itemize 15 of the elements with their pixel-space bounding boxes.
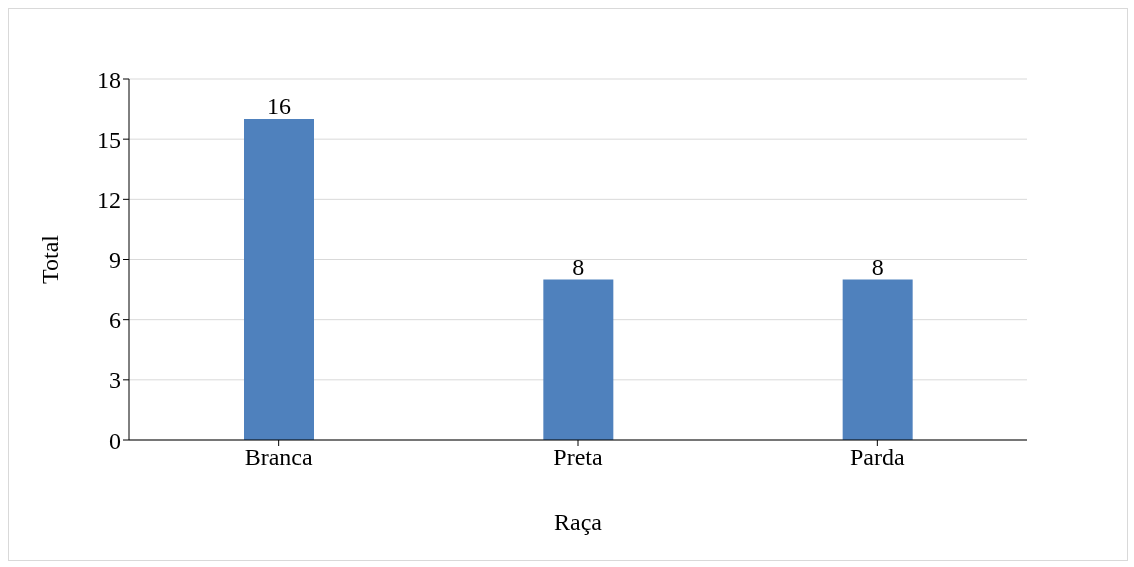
y-tick-label: 6	[109, 307, 121, 334]
y-axis-title: Total	[36, 234, 63, 284]
data-label: 8	[572, 253, 585, 280]
data-label: 16	[267, 93, 291, 120]
x-tick-label: Preta	[553, 444, 603, 471]
y-tick-label: 9	[109, 247, 121, 274]
x-tick-label: Branca	[244, 444, 313, 471]
y-tick-label: 0	[109, 427, 121, 454]
y-tick-label: 18	[97, 66, 121, 93]
y-tick-label: 3	[109, 367, 121, 394]
data-label: 8	[871, 253, 884, 280]
y-tick-label: 15	[97, 126, 121, 153]
x-tick-label: Parda	[850, 444, 905, 471]
x-axis-title: Raça	[554, 509, 603, 535]
y-tick-label: 12	[97, 186, 121, 213]
